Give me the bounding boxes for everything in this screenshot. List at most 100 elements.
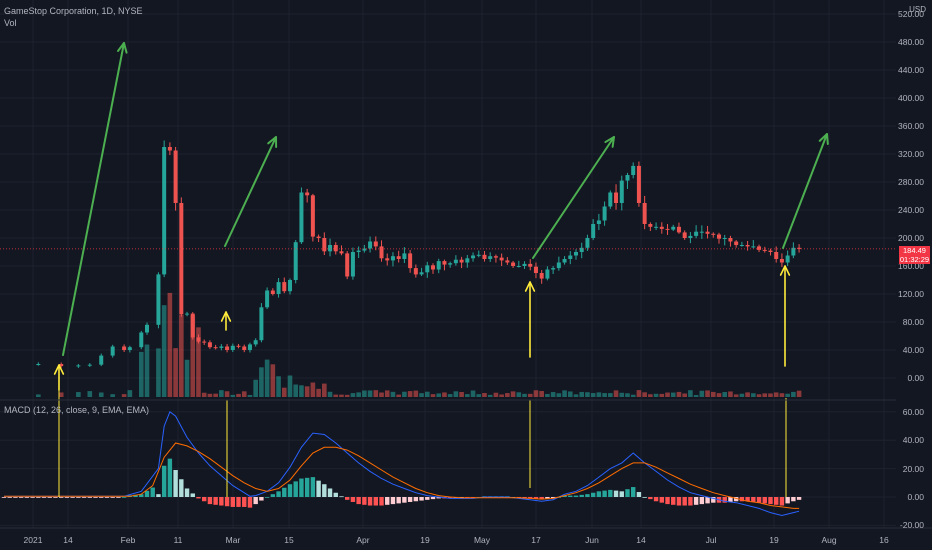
volume-bar	[796, 390, 802, 397]
volume-bar	[636, 390, 642, 397]
candle-body	[276, 282, 281, 294]
macd-histogram-bar	[550, 497, 556, 499]
volume-bar	[224, 391, 230, 397]
macd-tick-label: -20.00	[899, 520, 924, 531]
candle-body	[339, 251, 344, 254]
price-tick-label: 520.00	[898, 9, 924, 19]
candle-body	[516, 266, 521, 267]
volume-bar	[327, 391, 333, 397]
volume-bar	[522, 393, 527, 397]
candle-body	[511, 262, 516, 266]
macd-histogram-bar	[24, 497, 30, 498]
macd-histogram-bar	[345, 497, 350, 500]
macd-histogram-bar	[121, 497, 127, 498]
volume-bar	[699, 390, 705, 397]
price-tick-label: 400.00	[898, 93, 924, 103]
candle-body	[368, 241, 373, 249]
candle-body	[59, 364, 64, 367]
candle-body	[482, 254, 487, 259]
volume-bar	[259, 367, 264, 397]
candle-body	[585, 238, 590, 248]
candle-body	[36, 364, 41, 365]
candle-body	[757, 246, 762, 250]
candle-body	[230, 345, 235, 350]
time-tick-label: 19	[769, 535, 779, 545]
macd-label[interactable]: MACD (12, 26, close, 9, EMA, EMA)	[4, 405, 150, 415]
candle-body	[413, 268, 418, 275]
macd-histogram-bar	[110, 497, 115, 498]
macd-histogram-bar	[13, 497, 18, 498]
candle-body	[654, 226, 659, 228]
macd-histogram-bar	[259, 497, 264, 501]
volume-bar	[299, 385, 304, 397]
time-tick-label: 15	[284, 535, 294, 545]
candle-body	[717, 234, 721, 239]
macd-histogram-bar	[316, 480, 321, 497]
candle-body	[556, 262, 561, 269]
volume-bar	[213, 393, 218, 397]
volume-bar	[499, 394, 504, 397]
candle-body	[190, 313, 195, 338]
macd-histogram-bar	[224, 497, 230, 507]
macd-histogram-bar	[179, 479, 184, 497]
volume-bar	[470, 390, 476, 397]
time-tick-label: 17	[531, 535, 541, 545]
macd-histogram-bar	[693, 497, 699, 505]
macd-histogram-bar	[213, 497, 218, 505]
volume-bar	[264, 359, 270, 397]
candle-body	[551, 268, 556, 270]
volume-bar	[659, 393, 665, 397]
macd-histogram-bar	[339, 496, 344, 498]
price-tick-label: 280.00	[898, 177, 924, 187]
macd-histogram-bar	[648, 497, 653, 500]
macd-histogram-bar	[236, 497, 241, 507]
macd-histogram-bar	[293, 481, 298, 497]
candle-body	[751, 246, 756, 248]
macd-histogram-bar	[745, 497, 750, 502]
volume-bar	[316, 388, 321, 397]
candle-body	[734, 241, 739, 245]
candle-body	[425, 265, 430, 273]
volume-bar	[424, 391, 430, 397]
volume-bar	[773, 392, 779, 397]
volume-bar	[487, 394, 493, 397]
macd-histogram-bar	[762, 497, 767, 504]
trend-arrow-up	[224, 136, 278, 247]
candle-body	[711, 233, 716, 235]
macd-histogram-bar	[447, 497, 453, 499]
macd-histogram-bar	[671, 497, 676, 505]
macd-histogram-bar	[367, 497, 373, 506]
candle-body	[431, 265, 435, 270]
volume-bar	[653, 393, 659, 397]
volume-bar	[190, 315, 196, 397]
macd-histogram-bar	[436, 497, 441, 499]
price-tick-label: 320.00	[898, 149, 924, 159]
macd-histogram-bar	[562, 495, 567, 497]
candle-body	[453, 259, 458, 264]
volume-bar	[287, 375, 293, 397]
volume-bar	[585, 392, 590, 397]
volume-bar	[751, 393, 756, 397]
volume-bar	[505, 393, 510, 397]
macd-histogram-bar	[642, 497, 647, 498]
volume-label[interactable]: Vol	[4, 18, 17, 28]
candle-body	[122, 346, 127, 350]
currency-label[interactable]: USD	[909, 5, 926, 14]
volume-bar	[379, 392, 384, 397]
volume-bar	[310, 382, 316, 397]
macd-histogram-bar	[99, 497, 104, 498]
volume-bar	[384, 390, 390, 397]
volume-bar	[144, 344, 150, 397]
volume-bar	[161, 305, 167, 397]
price-tick-label: 200.00	[898, 233, 924, 243]
macd-histogram-bar	[768, 497, 773, 505]
macd-histogram-bar	[47, 497, 52, 498]
macd-histogram-bar	[739, 497, 745, 502]
volume-bar	[596, 392, 602, 397]
candle-body	[694, 231, 699, 236]
candle-body	[665, 228, 670, 230]
trend-arrow-up	[532, 136, 615, 259]
macd-histogram-bar	[653, 497, 659, 502]
symbol-title[interactable]: GameStop Corporation, 1D, NYSE	[4, 6, 143, 16]
